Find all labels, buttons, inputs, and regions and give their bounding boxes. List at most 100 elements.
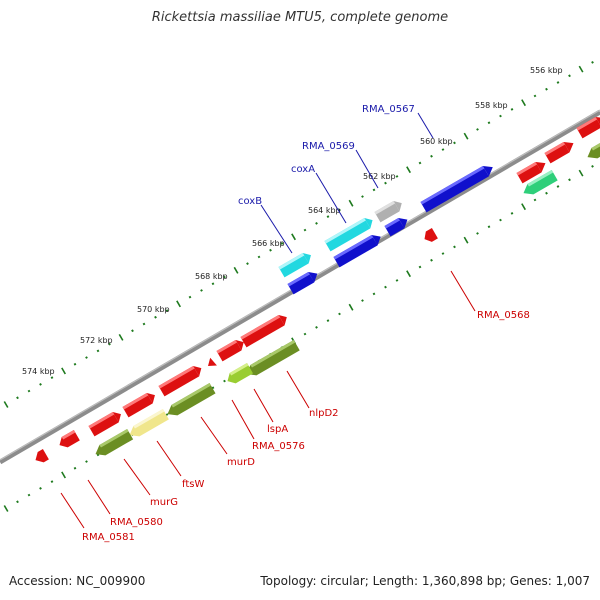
tick-mark <box>406 270 411 278</box>
tick-mark <box>533 94 537 98</box>
tick-mark <box>545 191 548 195</box>
gene-arrow[interactable] <box>333 231 384 268</box>
gene-arrow[interactable] <box>544 138 577 164</box>
tick-mark <box>545 87 548 91</box>
tick-mark <box>118 333 124 341</box>
leader-line <box>417 112 434 139</box>
genome-summary-text: Topology: circular; Length: 1,360,898 bp… <box>260 574 590 588</box>
gene-coxa[interactable] <box>324 215 376 252</box>
tick-mark <box>303 228 307 232</box>
outer-tick-track <box>3 60 594 408</box>
tick-mark <box>16 396 19 400</box>
tick-mark <box>476 128 479 131</box>
gene-lspa[interactable] <box>225 362 254 386</box>
tick-mark <box>3 505 9 512</box>
gene-rma-0568[interactable] <box>422 227 438 244</box>
kbp-label: 568 kbp <box>195 272 228 281</box>
tick-mark <box>96 349 100 353</box>
gene-nlpd2[interactable] <box>244 339 300 379</box>
tick-mark <box>73 362 77 366</box>
gene-arrow[interactable] <box>122 390 158 418</box>
gene-arrow[interactable] <box>216 337 247 362</box>
tick-mark <box>372 292 376 296</box>
tick-mark <box>108 342 111 346</box>
tick-mark <box>3 401 9 408</box>
tick-mark <box>591 164 594 168</box>
tick-mark <box>315 221 318 225</box>
tick-mark <box>165 309 169 312</box>
tick-mark <box>521 203 526 211</box>
gene-label-lspa[interactable]: lspA <box>267 424 288 435</box>
gene-label-coxb[interactable]: coxB <box>238 196 262 207</box>
gene-label-rma-0580[interactable]: RMA_0580 <box>110 517 163 528</box>
kbp-label: 564 kbp <box>308 206 341 215</box>
gene-label-nlpd2[interactable]: nlpD2 <box>309 408 339 419</box>
gene-label-rma-0581[interactable]: RMA_0581 <box>82 532 135 543</box>
gene-arrow[interactable] <box>240 312 290 348</box>
gene-murg[interactable] <box>93 428 134 459</box>
kbp-label: 560 kbp <box>420 137 453 146</box>
tick-mark <box>291 233 296 241</box>
tick-mark <box>154 315 157 319</box>
gene-label-rma-0567[interactable]: RMA_0567 <box>362 104 415 115</box>
tick-mark <box>39 382 42 386</box>
tick-mark <box>27 389 31 393</box>
gene-label-rma-0569[interactable]: RMA_0569 <box>302 141 355 152</box>
gene-label-coxa[interactable]: coxA <box>291 164 315 175</box>
gene-arrow[interactable] <box>158 363 205 397</box>
gene-arrow[interactable] <box>521 169 558 198</box>
leader-line <box>286 370 310 409</box>
tick-mark <box>61 471 66 479</box>
gene-rma-0567[interactable] <box>420 162 496 213</box>
leader-line <box>260 204 293 254</box>
tick-mark <box>453 141 456 145</box>
gene-arrow[interactable] <box>576 113 600 139</box>
leader-line <box>355 149 379 189</box>
gene-arrow[interactable] <box>516 158 549 184</box>
leader-line <box>60 492 85 529</box>
gene-label-murg[interactable]: murG <box>150 497 178 508</box>
tick-mark <box>453 245 456 249</box>
tick-mark <box>578 169 584 177</box>
gene-rma-0569[interactable] <box>374 198 405 223</box>
leader-line <box>156 440 182 477</box>
tick-mark <box>395 279 399 282</box>
gene-coxb[interactable] <box>278 250 314 278</box>
gene-label-rma-0568[interactable]: RMA_0568 <box>477 310 530 321</box>
gene-arrow[interactable] <box>88 409 124 437</box>
tick-mark <box>16 500 19 504</box>
reverse-strand-genes <box>33 227 438 465</box>
tick-mark <box>348 303 354 311</box>
tick-mark <box>73 466 77 470</box>
kbp-label: 566 kbp <box>252 239 285 248</box>
gene-label-rma-0576[interactable]: RMA_0576 <box>252 441 305 452</box>
gene-label-murd[interactable]: murD <box>227 457 255 468</box>
tick-mark <box>395 175 399 178</box>
gene-arrow[interactable] <box>384 214 411 237</box>
gene-rma-0581[interactable] <box>33 448 49 465</box>
tick-mark <box>50 376 54 380</box>
tick-mark <box>200 289 203 292</box>
kbp-label: 574 kbp <box>22 367 55 376</box>
tick-mark <box>131 329 134 333</box>
gene-arrow[interactable] <box>585 136 600 162</box>
tick-mark <box>326 319 330 323</box>
gene-arrow[interactable] <box>205 357 217 370</box>
gene-rma-0580[interactable] <box>57 429 80 450</box>
gene-ftsw[interactable] <box>127 408 169 440</box>
tick-mark <box>510 107 514 111</box>
gene-label-ftsw[interactable]: ftsW <box>182 479 204 490</box>
kbp-label: 570 kbp <box>137 305 170 314</box>
tick-mark <box>487 121 491 125</box>
leader-line <box>315 172 347 224</box>
gene-arrow[interactable] <box>287 268 321 295</box>
tick-mark <box>361 195 364 198</box>
tick-mark <box>499 218 502 222</box>
tick-mark <box>384 285 387 289</box>
leader-line <box>231 399 255 440</box>
tick-mark <box>384 181 387 185</box>
tick-mark <box>406 166 411 174</box>
tick-mark <box>591 60 594 64</box>
gene-murd[interactable] <box>165 382 216 419</box>
